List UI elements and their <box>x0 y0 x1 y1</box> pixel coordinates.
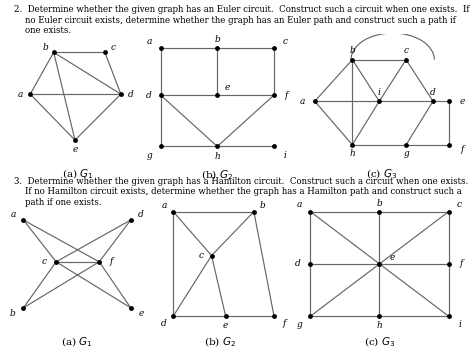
Text: one exists.: one exists. <box>14 26 72 35</box>
Text: (a) $G_1$: (a) $G_1$ <box>63 167 94 181</box>
Text: no Euler circuit exists, determine whether the graph has an Euler path and const: no Euler circuit exists, determine wheth… <box>14 16 456 25</box>
Text: i: i <box>458 320 461 329</box>
Text: h: h <box>377 321 383 330</box>
Text: (b) $G_2$: (b) $G_2$ <box>204 335 236 348</box>
Text: f: f <box>461 145 464 154</box>
Text: (c) $G_3$: (c) $G_3$ <box>366 167 398 181</box>
Text: c: c <box>111 43 116 52</box>
Text: c: c <box>457 200 462 209</box>
Text: h: h <box>214 152 220 161</box>
Text: b: b <box>42 43 48 52</box>
Text: a: a <box>147 37 153 46</box>
Text: d: d <box>128 90 133 98</box>
Text: e: e <box>223 321 228 330</box>
Text: b: b <box>260 201 266 210</box>
Text: d: d <box>430 88 436 97</box>
Text: (a) $G_1$: (a) $G_1$ <box>61 335 93 348</box>
Text: a: a <box>297 200 302 209</box>
Text: d: d <box>138 210 144 219</box>
Text: If no Hamilton circuit exists, determine whether the graph has a Hamilton path a: If no Hamilton circuit exists, determine… <box>14 187 462 196</box>
Text: g: g <box>297 320 302 329</box>
Text: a: a <box>18 90 23 98</box>
Text: e: e <box>460 97 465 106</box>
Text: f: f <box>459 259 463 268</box>
Text: e: e <box>138 309 144 317</box>
Text: c: c <box>42 257 47 266</box>
Text: c: c <box>283 37 287 46</box>
Text: b: b <box>10 309 16 317</box>
Text: path if one exists.: path if one exists. <box>14 198 102 207</box>
Text: b: b <box>214 35 220 44</box>
Text: i: i <box>378 88 381 97</box>
Text: e: e <box>389 253 395 262</box>
Text: d: d <box>161 319 167 328</box>
Text: f: f <box>109 257 112 266</box>
Text: b: b <box>349 47 355 55</box>
Text: e: e <box>225 83 230 92</box>
Text: f: f <box>284 91 288 100</box>
Text: i: i <box>283 151 286 160</box>
Text: d: d <box>146 91 151 100</box>
Text: a: a <box>300 97 305 106</box>
Text: 2.  Determine whether the given graph has an Euler circuit.  Construct such a ci: 2. Determine whether the given graph has… <box>14 5 470 14</box>
Text: h: h <box>349 149 355 158</box>
Text: a: a <box>162 201 167 210</box>
Text: f: f <box>283 319 286 328</box>
Text: e: e <box>73 145 78 154</box>
Text: c: c <box>403 47 409 55</box>
Text: g: g <box>403 149 409 158</box>
Text: a: a <box>10 210 16 219</box>
Text: d: d <box>295 259 301 268</box>
Text: c: c <box>199 251 204 260</box>
Text: b: b <box>377 199 383 208</box>
Text: g: g <box>147 151 153 160</box>
Text: 3.  Determine whether the given graph has a Hamilton circuit.  Construct such a : 3. Determine whether the given graph has… <box>14 176 468 185</box>
Text: (c) $G_3$: (c) $G_3$ <box>364 335 395 348</box>
Text: (b) $G_2$: (b) $G_2$ <box>201 168 233 182</box>
